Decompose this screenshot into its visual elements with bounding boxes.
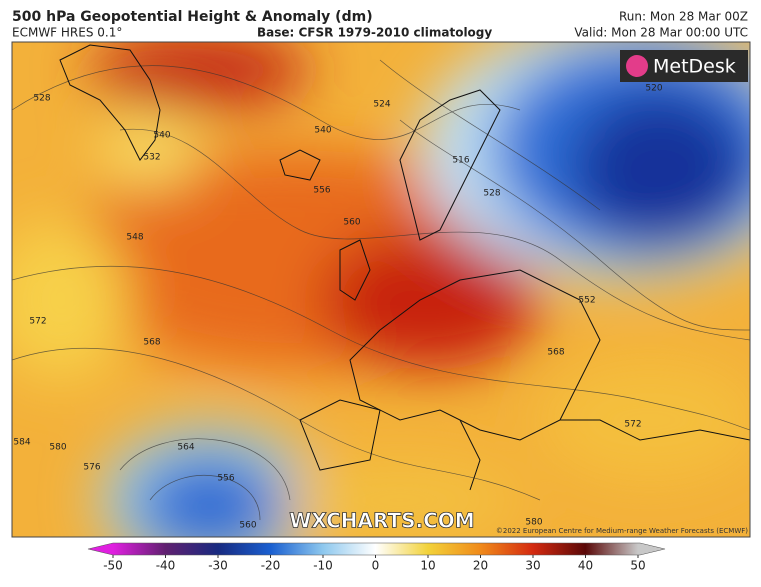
colorbar-tick-label: 30 [525, 559, 540, 573]
contour-label: 528 [483, 189, 500, 199]
contour-label: 568 [143, 338, 160, 348]
title: 500 hPa Geopotential Height & Anomaly (d… [12, 9, 373, 25]
colorbar-tick-label: 50 [630, 559, 645, 573]
map-frame [11, 41, 751, 538]
contour-label: 572 [624, 420, 641, 430]
contour-label: 580 [525, 518, 542, 528]
contour-label: 556 [313, 186, 330, 196]
contour-labels: 540 532 548 572 568 584 580 576 564 556 560 524 516 5… [13, 84, 662, 531]
logo: MetDesk [653, 56, 736, 78]
model: ECMWF HRES 0.1° [12, 26, 122, 40]
colorbar-tick-label: -10 [313, 559, 333, 573]
colorbar: -50 -40 -30 -20 -10 0 10 20 30 40 50 [87, 542, 666, 573]
contour-label: 572 [29, 317, 46, 327]
contour-label: 540 [153, 131, 170, 141]
colorbar-tick-label: -30 [208, 559, 228, 573]
colorbar-tick-label: 40 [578, 559, 593, 573]
contour-label: 568 [547, 348, 564, 358]
run: Run: Mon 28 Mar 00Z [619, 10, 748, 24]
logo-icon [626, 55, 648, 77]
colorbar-tick-label: 10 [420, 559, 435, 573]
contour-label: 548 [126, 233, 143, 243]
contour-label: 556 [217, 474, 234, 484]
colorbar-tick-label: -40 [156, 559, 176, 573]
contour-label: 560 [343, 218, 360, 228]
contour-label: 552 [578, 296, 595, 306]
contour-label: 540 [314, 126, 331, 136]
base: Base: CFSR 1979-2010 climatology [257, 26, 492, 40]
contour-label: 520 [645, 84, 662, 94]
contour-label: 580 [49, 443, 66, 453]
colorbar-tick-label: 0 [372, 559, 380, 573]
contour-label: 528 [33, 94, 50, 104]
colorbar-tick-label: -20 [261, 559, 281, 573]
colorbar-tick-label: -50 [103, 559, 123, 573]
contour-label: 576 [83, 463, 100, 473]
contour-label: 560 [239, 521, 256, 531]
watermark: WXCHARTS.COM [289, 509, 474, 533]
map: 540 532 548 572 568 584 580 576 564 556 560 524 516 5… [12, 42, 750, 537]
contour-label: 516 [452, 156, 469, 166]
colorbar-tick-label: 20 [473, 559, 488, 573]
valid: Valid: Mon 28 Mar 00:00 UTC [574, 26, 748, 40]
contour-label: 524 [373, 100, 390, 110]
contour-label: 564 [177, 443, 194, 453]
credit: ©2022 European Centre for Medium-range W… [496, 527, 748, 535]
colorbar-bar [87, 542, 666, 556]
contour-label: 584 [13, 438, 30, 448]
contour-label: 532 [143, 153, 160, 163]
